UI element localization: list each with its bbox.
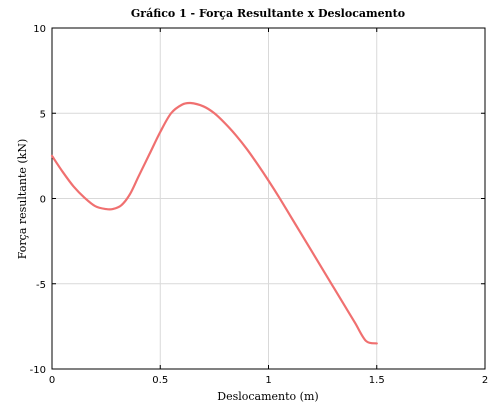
x-tick-label: 1.5 — [369, 375, 385, 386]
grid — [51, 27, 486, 370]
x-tick-label: 0 — [49, 375, 55, 386]
y-tick-label: 0 — [40, 195, 46, 206]
x-tick-label: 1 — [265, 375, 271, 386]
y-axis-label: Força resultante (kN) — [16, 139, 29, 260]
x-axis-label: Deslocamento (m) — [217, 390, 318, 403]
y-tick-label: -10 — [30, 365, 46, 376]
x-tick-label: 2 — [482, 375, 488, 386]
x-tick-label: 0.5 — [152, 375, 168, 386]
series-line — [50, 101, 378, 345]
series — [50, 101, 378, 345]
chart-title: Gráfico 1 - Força Resultante x Deslocame… — [131, 7, 405, 20]
ticks: 0 0.5 1 1.5 2 -10 -5 0 5 10 — [30, 24, 489, 386]
y-tick-label: -5 — [36, 280, 46, 291]
y-tick-label: 5 — [40, 109, 46, 120]
y-tick-label: 10 — [33, 24, 46, 35]
